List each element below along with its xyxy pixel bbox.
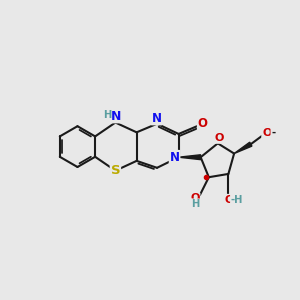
Text: O: O (198, 117, 208, 130)
Text: -: - (271, 128, 275, 138)
Polygon shape (178, 155, 201, 160)
Text: O: O (215, 133, 224, 143)
Text: -H: -H (231, 195, 243, 205)
Text: N: N (169, 151, 180, 164)
Text: N: N (152, 112, 162, 124)
Text: O: O (225, 195, 234, 205)
Text: H: H (191, 199, 199, 209)
Text: S: S (111, 164, 120, 177)
Text: O: O (190, 194, 200, 203)
Text: H: H (103, 110, 111, 120)
Text: O: O (262, 128, 272, 138)
Text: N: N (111, 110, 121, 122)
Polygon shape (234, 142, 252, 154)
